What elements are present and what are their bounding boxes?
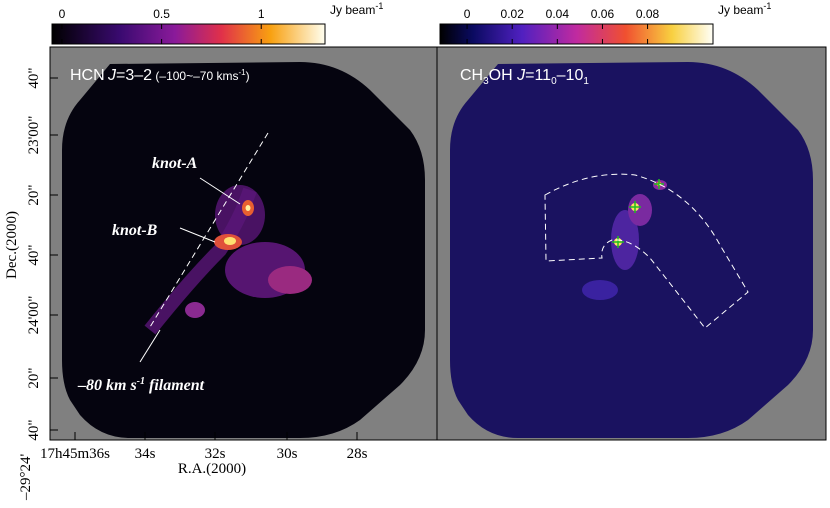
y-tick-label: 40" — [26, 419, 42, 440]
y-tick-label: 40" — [26, 67, 42, 88]
x-tick-label: 17h45m36s — [40, 446, 110, 462]
y-tick-label: 24'00" — [26, 296, 42, 335]
colorbar-tick-label: 0.02 — [501, 7, 525, 21]
hcn-emission — [144, 185, 312, 335]
filament-line — [149, 132, 269, 328]
colorbar-tick-label: 0.08 — [636, 7, 660, 21]
x-tick-label: 32s — [205, 446, 226, 462]
x-tick-label: 28s — [347, 446, 368, 462]
y-axis-origin: –29°24' — [18, 454, 34, 501]
colorbar-unit: Jy beam-1 — [330, 1, 383, 17]
colorbar-left — [51, 23, 326, 45]
colorbar-tick-label: 0.06 — [591, 7, 615, 21]
y-tick-label: 20" — [26, 367, 42, 388]
y-axis-label: Dec.(2000) — [4, 211, 20, 279]
pointer — [139, 329, 161, 363]
x-tick-label: 30s — [277, 446, 298, 462]
panel-title: HCN J=3–2 (–100~–70 kms-1) — [70, 67, 250, 84]
colorbar-tick-label: 0 — [464, 7, 471, 21]
pointer — [199, 177, 241, 205]
colorbar-unit: Jy beam-1 — [718, 1, 771, 17]
pointer — [179, 227, 216, 243]
colorbar-right — [439, 23, 714, 45]
annotation: –80 km s-1 filament — [77, 376, 205, 394]
ch3oh-emission — [582, 179, 667, 300]
x-axis-label: R.A.(2000) — [178, 461, 246, 477]
annotation: knot-A — [152, 155, 198, 172]
y-tick-label: 40" — [26, 244, 42, 265]
y-tick-label: 20" — [26, 184, 42, 205]
colorbar-tick-label: 0.04 — [546, 7, 570, 21]
panel-title: CH3OH J=110–101 — [460, 67, 589, 87]
colorbar-tick-label: 0 — [59, 7, 66, 21]
colorbar-tick-label: 0.5 — [153, 7, 170, 21]
colorbar-tick-label: 1 — [258, 7, 265, 21]
x-tick-label: 34s — [135, 446, 156, 462]
annotation: knot-B — [112, 222, 158, 239]
y-tick-label: 23'00" — [26, 116, 42, 155]
